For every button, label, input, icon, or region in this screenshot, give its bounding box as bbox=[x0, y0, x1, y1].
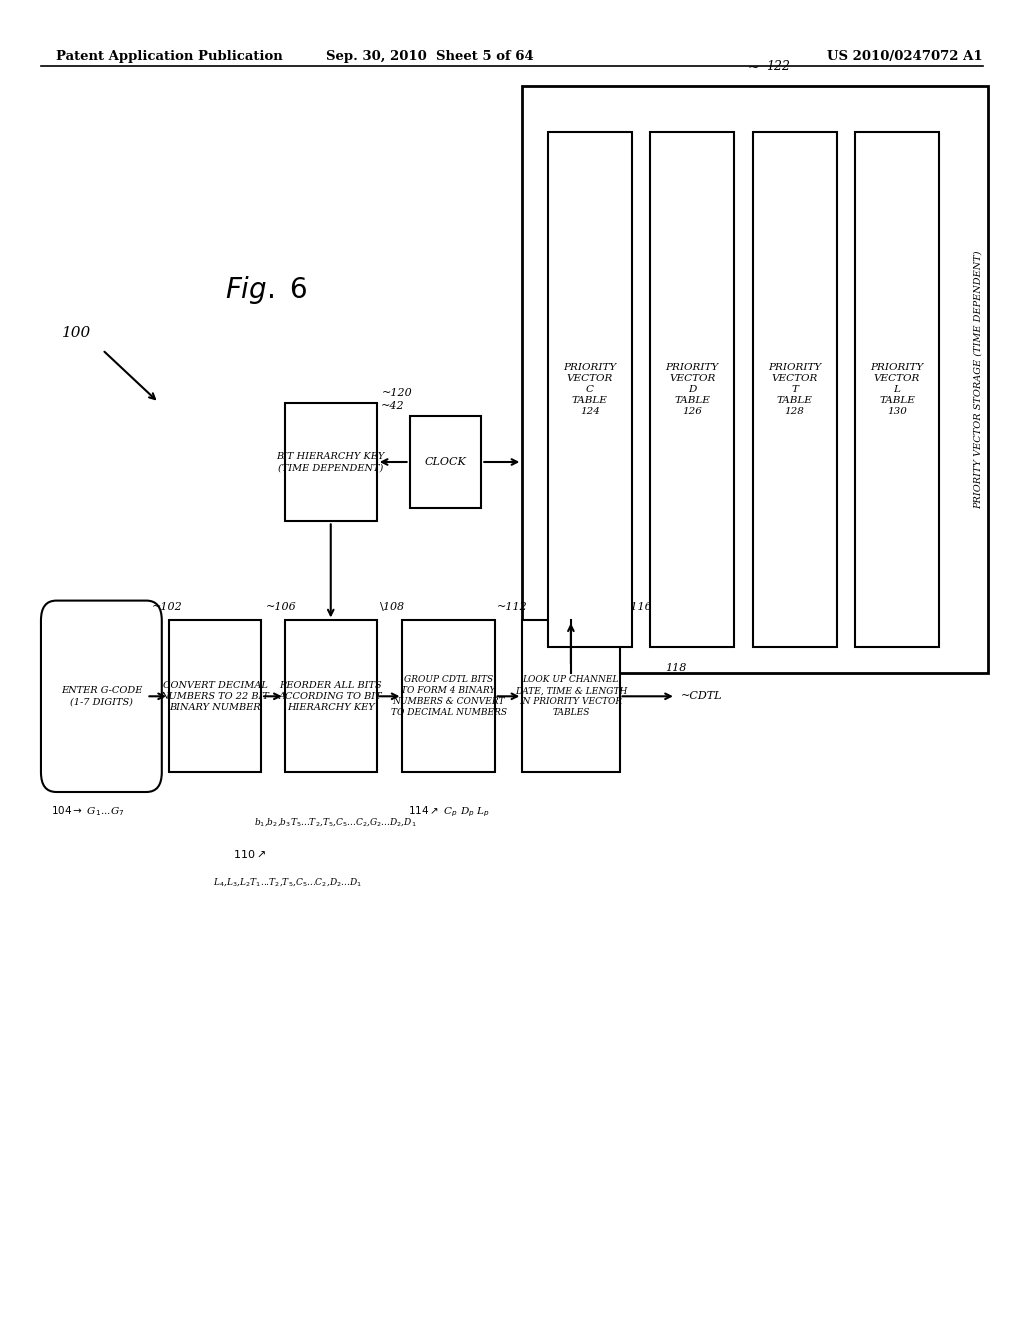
Text: PRIORITY
VECTOR
L
TABLE
130: PRIORITY VECTOR L TABLE 130 bbox=[870, 363, 924, 416]
FancyBboxPatch shape bbox=[522, 620, 620, 772]
FancyBboxPatch shape bbox=[650, 132, 734, 647]
Text: ~102: ~102 bbox=[152, 602, 182, 612]
FancyBboxPatch shape bbox=[855, 132, 939, 647]
Text: BIT HIERARCHY KEY
(TIME DEPENDENT): BIT HIERARCHY KEY (TIME DEPENDENT) bbox=[276, 451, 385, 473]
Text: b$_{1}$,b$_{2}$,b$_{3}$T$_5$...T$_2$,T$_5$,C$_5$...C$_2$,G$_2$...D$_2$,D$_1$: b$_{1}$,b$_{2}$,b$_{3}$T$_5$...T$_2$,T$_… bbox=[254, 817, 417, 829]
Text: ~42: ~42 bbox=[381, 401, 404, 412]
Text: LOOK UP CHANNEL
DATE, TIME & LENGTH
IN PRIORITY VECTOR
TABLES: LOOK UP CHANNEL DATE, TIME & LENGTH IN P… bbox=[515, 675, 627, 718]
Text: US 2010/0247072 A1: US 2010/0247072 A1 bbox=[827, 50, 983, 63]
Text: 100: 100 bbox=[62, 326, 91, 339]
Text: $114\nearrow$ C$_p$ D$_p$ L$_p$: $114\nearrow$ C$_p$ D$_p$ L$_p$ bbox=[408, 805, 489, 820]
Text: GROUP CDTL BITS
TO FORM 4 BINARY
NUMBERS & CONVERT
TO DECIMAL NUMBERS: GROUP CDTL BITS TO FORM 4 BINARY NUMBERS… bbox=[390, 675, 507, 718]
Text: REORDER ALL BITS
ACCORDING TO BIT
HIERARCHY KEY: REORDER ALL BITS ACCORDING TO BIT HIERAR… bbox=[279, 681, 383, 711]
FancyBboxPatch shape bbox=[410, 416, 481, 508]
Text: ~112: ~112 bbox=[497, 602, 527, 612]
Text: ~120: ~120 bbox=[382, 388, 413, 399]
FancyBboxPatch shape bbox=[753, 132, 837, 647]
FancyBboxPatch shape bbox=[285, 403, 377, 521]
Text: $104\rightarrow$ G$_1$...G$_7$: $104\rightarrow$ G$_1$...G$_7$ bbox=[51, 804, 125, 818]
Text: $110\nearrow$: $110\nearrow$ bbox=[233, 847, 266, 861]
Text: Patent Application Publication: Patent Application Publication bbox=[56, 50, 283, 63]
Text: ~CDTL: ~CDTL bbox=[681, 692, 723, 701]
FancyBboxPatch shape bbox=[169, 620, 261, 772]
Text: PRIORITY VECTOR STORAGE (TIME DEPENDENT): PRIORITY VECTOR STORAGE (TIME DEPENDENT) bbox=[974, 251, 982, 508]
FancyBboxPatch shape bbox=[522, 86, 988, 673]
Text: PRIORITY
VECTOR
C
TABLE
124: PRIORITY VECTOR C TABLE 124 bbox=[563, 363, 616, 416]
Text: 122: 122 bbox=[767, 59, 791, 73]
Text: 118: 118 bbox=[666, 663, 687, 672]
FancyBboxPatch shape bbox=[402, 620, 495, 772]
FancyBboxPatch shape bbox=[548, 132, 632, 647]
Text: ~106: ~106 bbox=[266, 602, 297, 612]
Text: $\mathit{Fig.\ 6}$: $\mathit{Fig.\ 6}$ bbox=[225, 275, 307, 306]
Text: $\sim$: $\sim$ bbox=[745, 59, 761, 73]
Text: CLOCK: CLOCK bbox=[425, 457, 466, 467]
Text: CONVERT DECIMAL
NUMBERS TO 22 BIT
BINARY NUMBER: CONVERT DECIMAL NUMBERS TO 22 BIT BINARY… bbox=[161, 681, 269, 711]
Text: PRIORITY
VECTOR
T
TABLE
128: PRIORITY VECTOR T TABLE 128 bbox=[768, 363, 821, 416]
FancyBboxPatch shape bbox=[285, 620, 377, 772]
Text: $\backslash$108: $\backslash$108 bbox=[379, 599, 406, 612]
Text: Sep. 30, 2010  Sheet 5 of 64: Sep. 30, 2010 Sheet 5 of 64 bbox=[327, 50, 534, 63]
Text: ~116: ~116 bbox=[622, 602, 652, 612]
Text: ENTER G-CODE
(1-7 DIGITS): ENTER G-CODE (1-7 DIGITS) bbox=[60, 686, 142, 706]
Text: PRIORITY
VECTOR
D
TABLE
126: PRIORITY VECTOR D TABLE 126 bbox=[666, 363, 719, 416]
Text: L$_4$,L$_3$,L$_2$T$_1$...T$_2$,T$_5$,C$_5$...C$_2$,D$_2$...D$_1$: L$_4$,L$_3$,L$_2$T$_1$...T$_2$,T$_5$,C$_… bbox=[213, 876, 362, 888]
FancyBboxPatch shape bbox=[41, 601, 162, 792]
